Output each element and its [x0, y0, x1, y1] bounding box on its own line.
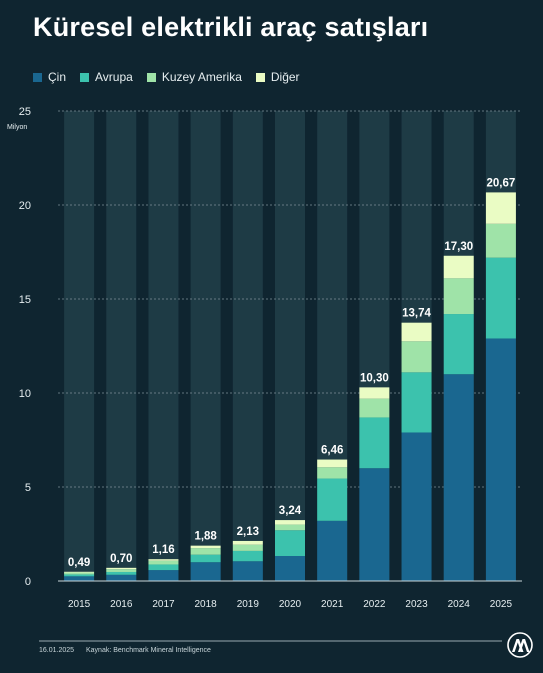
x-tick-label: 2019: [237, 599, 260, 610]
total-data-label: 17,30: [444, 241, 473, 253]
chart-title: Küresel elektrikli araç satışları: [33, 12, 429, 42]
x-tick-label: 2022: [363, 599, 386, 610]
bar-segment: [106, 569, 137, 572]
y-axis-label: Milyon: [7, 124, 27, 131]
bar-segment: [275, 524, 305, 531]
bar-segment: [190, 554, 221, 563]
bar-segment: [317, 520, 348, 581]
bar-segment: [275, 555, 305, 581]
aa-logo-icon: [507, 632, 533, 658]
bar-segment: [106, 567, 137, 570]
bar-segment: [359, 398, 390, 418]
bar-segment: [317, 459, 348, 468]
y-tick-label: 0: [25, 576, 31, 588]
y-tick-label: 5: [25, 482, 31, 494]
bar-segment: [64, 572, 95, 575]
bar-segment: [443, 314, 474, 375]
bar-segment: [485, 223, 516, 258]
bar-segment: [443, 278, 474, 315]
total-data-label: 0,49: [68, 557, 90, 569]
column-background: [275, 111, 305, 581]
total-data-label: 10,30: [360, 372, 389, 384]
footer-source: Kaynak: Benchmark Mineral Intelligence: [86, 647, 211, 654]
column-background: [232, 111, 263, 581]
y-tick-label: 15: [19, 294, 31, 306]
bar-segment: [401, 372, 432, 433]
y-tick-label: 10: [19, 388, 31, 400]
legend-label-cin: Çin: [48, 70, 67, 84]
bar-segment: [106, 571, 137, 575]
y-tick-label: 20: [19, 200, 31, 212]
x-tick-label: 2024: [448, 599, 471, 610]
bar-segment: [485, 192, 516, 224]
x-tick-label: 2020: [279, 599, 302, 610]
legend-swatch-avrupa: [80, 72, 90, 82]
x-tick-label: 2021: [321, 599, 344, 610]
legend-swatch-cin: [33, 72, 42, 82]
x-tick-label: 2017: [152, 599, 175, 610]
total-data-label: 6,46: [321, 445, 343, 457]
legend-label-avrupa: Avrupa: [95, 70, 133, 84]
x-tick-label: 2016: [110, 599, 133, 610]
bar-segment: [190, 548, 221, 555]
bar-segment: [148, 559, 179, 561]
bar-segment: [232, 544, 263, 551]
bar-segment: [485, 257, 516, 339]
bar-segment: [359, 417, 390, 469]
bar-segment: [359, 468, 390, 581]
bar-segment: [401, 432, 432, 581]
bar-segment: [64, 574, 95, 577]
legend-item-cin: Çin: [33, 70, 66, 84]
total-data-label: 1,16: [152, 544, 174, 556]
bar-segment: [106, 574, 137, 581]
legend-swatch-kuzey-amerika: [146, 72, 156, 82]
y-tick-label: 25: [19, 106, 31, 118]
x-tick-label: 2025: [490, 599, 513, 610]
total-data-label: 13,74: [402, 308, 431, 320]
bar-segment: [232, 561, 263, 581]
bar-segment: [275, 520, 305, 525]
bar-segment: [64, 571, 95, 573]
bar-segment: [485, 338, 516, 581]
total-data-label: 20,67: [487, 177, 516, 189]
footer: 16.01.2025 Kaynak: Benchmark Mineral Int…: [39, 647, 221, 654]
bar-segment: [148, 570, 179, 581]
bar-segment: [64, 576, 95, 581]
column-background: [148, 111, 179, 581]
legend-label-diger: Diğer: [270, 70, 300, 84]
x-tick-label: 2015: [68, 599, 91, 610]
total-data-label: 2,13: [237, 526, 259, 538]
total-data-label: 3,24: [279, 505, 302, 517]
x-tick-label: 2018: [195, 599, 218, 610]
legend-label-kuzey-amerika: Kuzey Amerika: [161, 70, 242, 84]
bar-segment: [232, 550, 263, 562]
bar-segment: [317, 467, 348, 479]
column-background: [106, 111, 137, 581]
bar-segment: [232, 540, 263, 545]
column-background: [190, 111, 221, 581]
legend-item-diger: Diğer: [255, 70, 300, 84]
bar-segment: [148, 564, 179, 571]
bar-segment: [359, 387, 390, 399]
bar-segment: [190, 562, 221, 581]
bar-segment: [275, 530, 305, 556]
bar-segment: [443, 374, 474, 581]
column-background: [64, 111, 95, 581]
bar-segment: [190, 545, 221, 549]
bar-segment: [148, 560, 179, 565]
bar-segment: [443, 255, 474, 279]
bar-segment: [317, 478, 348, 521]
bar-segment: [401, 341, 432, 373]
x-tick-label: 2023: [405, 599, 428, 610]
legend-swatch-diger: [255, 72, 265, 82]
legend-item-avrupa: Avrupa: [80, 70, 133, 84]
total-data-label: 0,70: [110, 553, 132, 565]
bar-segment: [401, 322, 432, 342]
total-data-label: 1,88: [194, 531, 217, 543]
legend: Çin Avrupa Kuzey Amerika Diğer: [33, 70, 314, 84]
legend-item-kuzey-amerika: Kuzey Amerika: [146, 70, 242, 84]
footer-date: 16.01.2025: [39, 647, 75, 654]
